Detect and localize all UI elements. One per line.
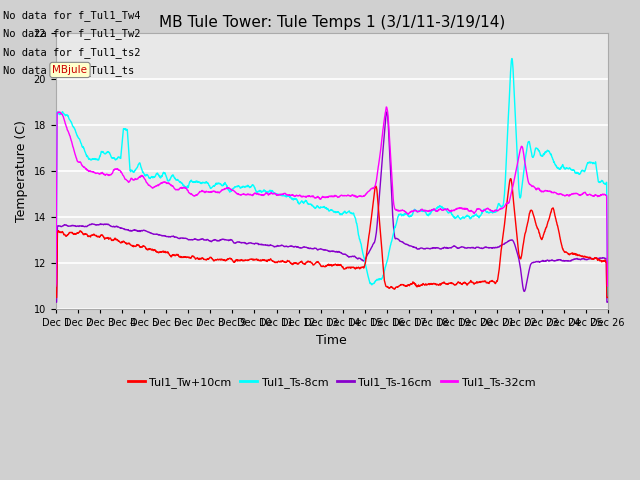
Text: MBjule: MBjule: [52, 65, 88, 75]
Text: No data for f_Tul1_Tw2: No data for f_Tul1_Tw2: [3, 28, 141, 39]
Text: No data for f_Tul1_ts2: No data for f_Tul1_ts2: [3, 47, 141, 58]
Title: MB Tule Tower: Tule Temps 1 (3/1/11-3/19/14): MB Tule Tower: Tule Temps 1 (3/1/11-3/19…: [159, 15, 505, 30]
Y-axis label: Temperature (C): Temperature (C): [15, 120, 28, 222]
X-axis label: Time: Time: [316, 334, 347, 347]
Legend: Tul1_Tw+10cm, Tul1_Ts-8cm, Tul1_Ts-16cm, Tul1_Ts-32cm: Tul1_Tw+10cm, Tul1_Ts-8cm, Tul1_Ts-16cm,…: [124, 372, 540, 392]
Text: No data for f_Tul1_Tw4: No data for f_Tul1_Tw4: [3, 10, 141, 21]
Text: No data for f_Tul1_ts: No data for f_Tul1_ts: [3, 65, 134, 76]
